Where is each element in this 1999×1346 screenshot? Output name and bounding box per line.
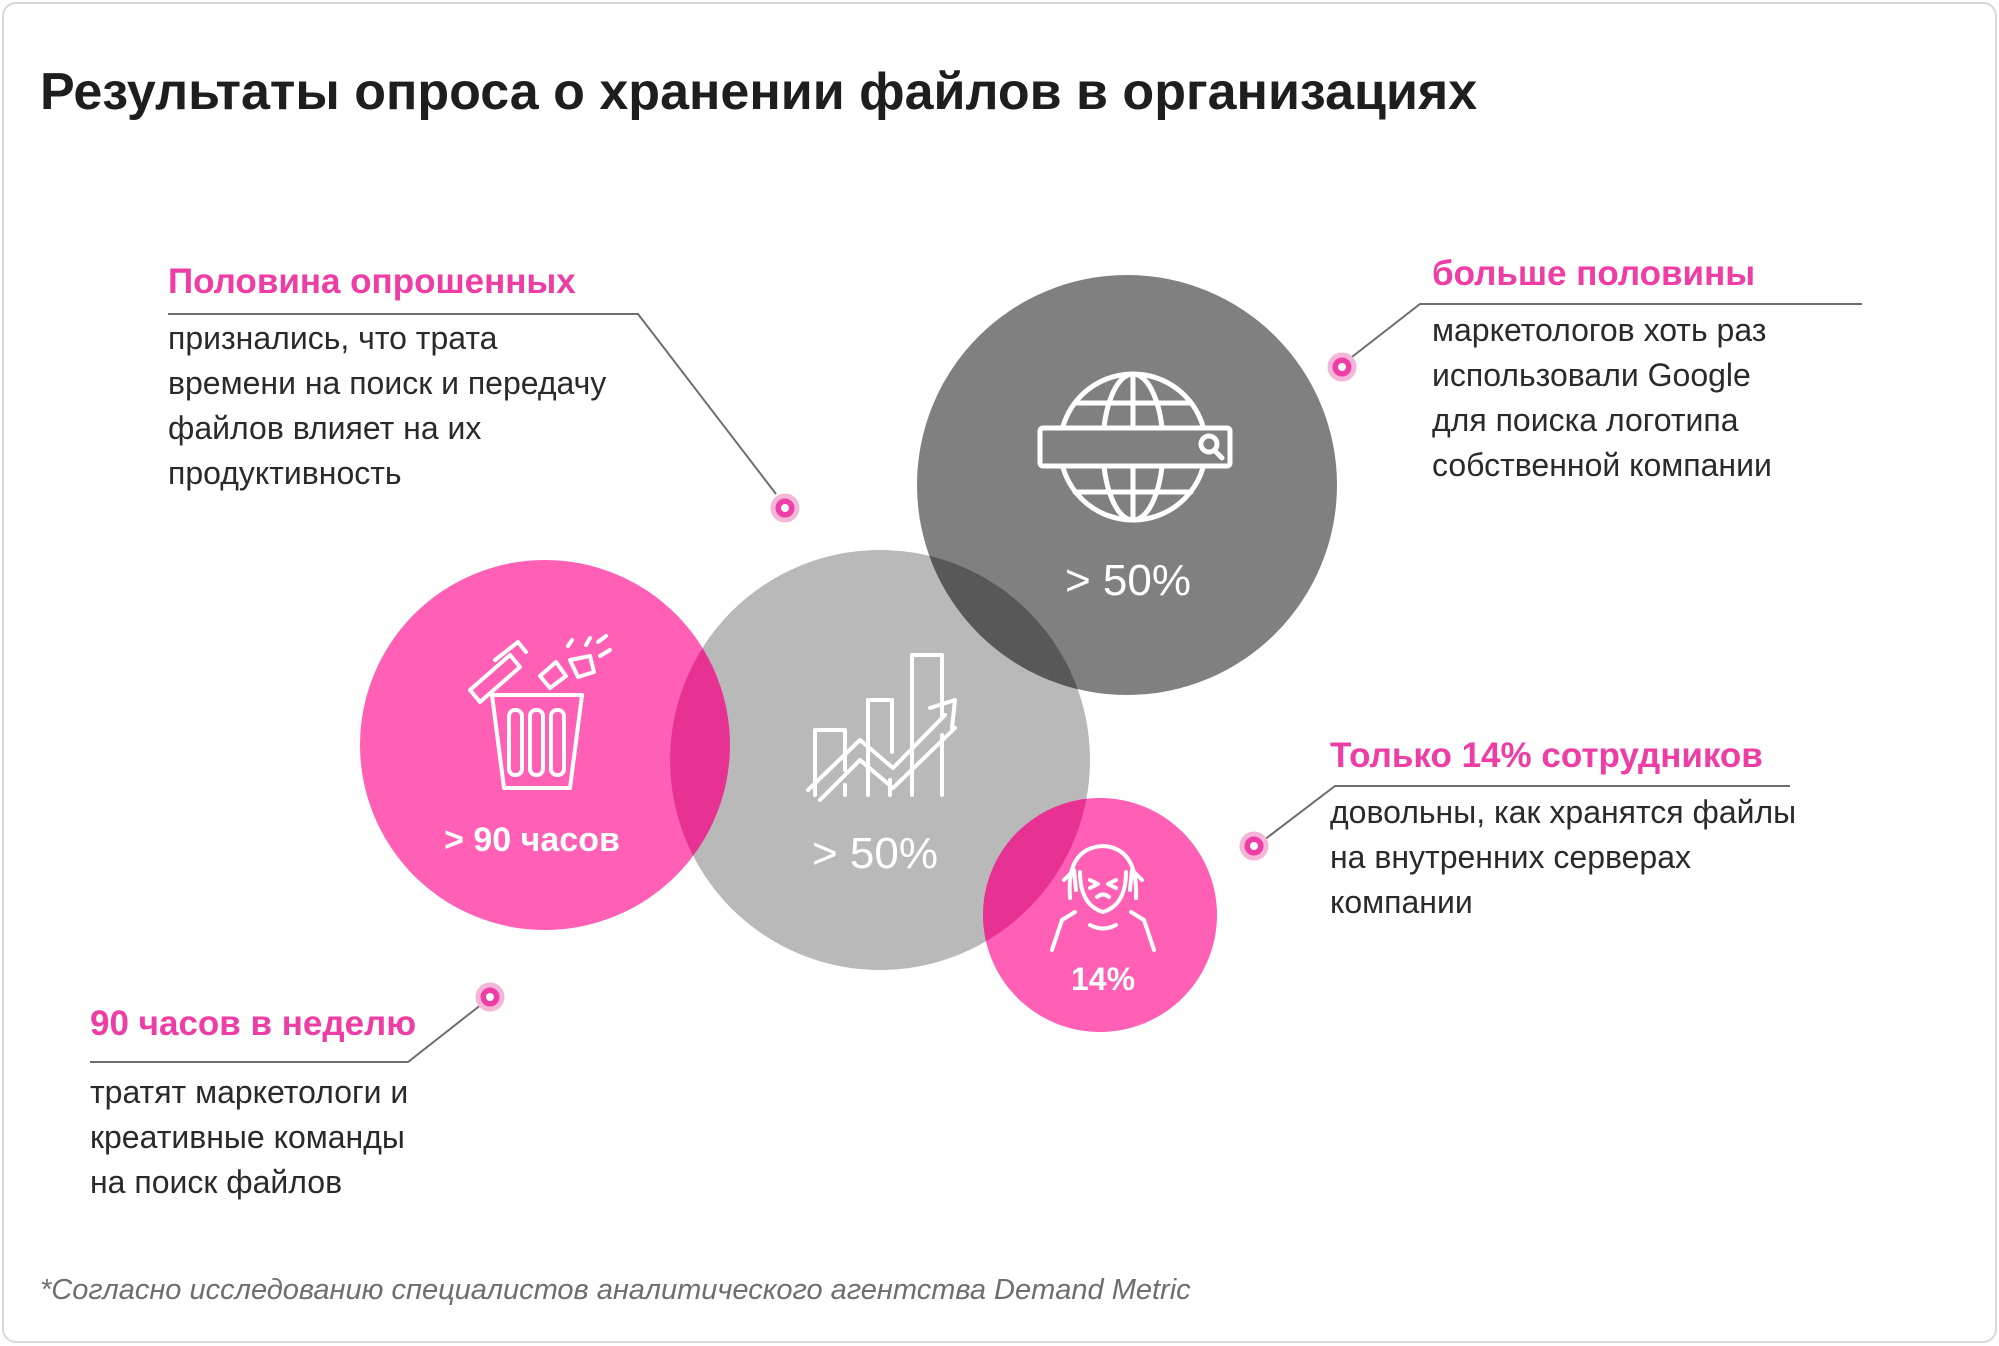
trash-bin-icon	[468, 634, 612, 790]
callout-hours90: 90 часов в неделю тратят маркетологи и к…	[90, 1004, 416, 1205]
stressed-person-icon	[1050, 844, 1156, 952]
circle-productivity-label: > 50%	[812, 829, 938, 878]
growth-chart-icon	[806, 653, 957, 802]
circle-google	[917, 275, 1337, 695]
callout-hours90-text: тратят маркетологи и креативные команды …	[90, 1070, 416, 1205]
callout-line: файлов влияет на их	[168, 410, 482, 446]
callout-only14-heading: Только 14% сотрудников	[1330, 736, 1763, 775]
callout-line: признались, что трата	[168, 320, 498, 356]
globe-search-icon	[1037, 371, 1233, 523]
connector-dots	[475, 352, 1357, 1012]
circle-hours-label: > 90 часов	[444, 821, 620, 859]
circle-google-label: > 50%	[1065, 556, 1191, 605]
callout-half-text: признались, что трата времени на поиск и…	[168, 316, 606, 496]
callout-more-half: больше половины маркетологов хоть раз ис…	[1432, 254, 1772, 488]
callout-only14-text: довольны, как хранятся файлы на внутренн…	[1330, 790, 1796, 925]
callout-line: компании	[1330, 884, 1473, 920]
callout-half: Половина опрошенных признались, что трат…	[168, 262, 606, 496]
connector-lines	[90, 303, 1862, 1063]
circle-productivity	[670, 550, 1090, 970]
page-title: Результаты опроса о хранении файлов в ор…	[40, 63, 1478, 121]
callout-line: маркетологов хоть раз	[1432, 312, 1767, 348]
callout-half-heading: Половина опрошенных	[168, 262, 576, 301]
callout-more-half-text: маркетологов хоть раз использовали Googl…	[1432, 308, 1772, 488]
callout-line: на внутренних серверах	[1330, 839, 1692, 875]
overlap-productivity-satisfaction	[983, 798, 1090, 970]
callout-only14: Только 14% сотрудников довольны, как хра…	[1330, 736, 1796, 925]
callout-line: на поиск файлов	[90, 1164, 343, 1200]
source-footnote: *Согласно исследованию специалистов анал…	[40, 1274, 1191, 1306]
callout-line: тратят маркетологи и	[90, 1074, 409, 1110]
callout-line: креативные команды	[90, 1119, 405, 1155]
callout-line: продуктивность	[168, 455, 402, 491]
circle-satisfaction-label: 14%	[1071, 961, 1135, 997]
callout-line: использовали Google	[1432, 357, 1751, 393]
callout-line: для поиска логотипа	[1432, 402, 1739, 438]
callout-more-half-heading: больше половины	[1432, 254, 1756, 293]
callout-line: времени на поиск и передачу	[168, 365, 607, 401]
callout-line: довольны, как хранятся файлы	[1330, 794, 1797, 830]
callout-line: собственной компании	[1432, 447, 1772, 483]
callout-hours90-heading: 90 часов в неделю	[90, 1004, 417, 1043]
